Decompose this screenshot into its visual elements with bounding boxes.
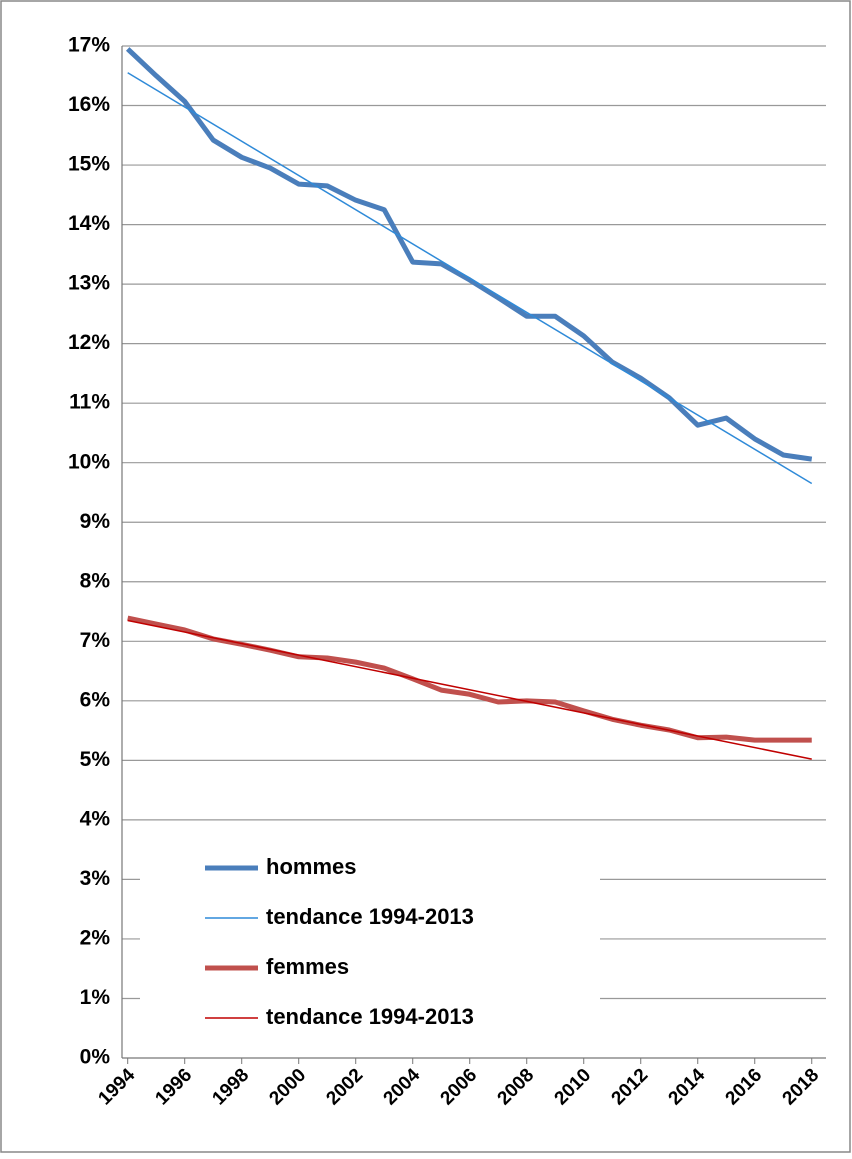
legend-label: hommes <box>266 854 356 879</box>
legend-background <box>140 843 600 1043</box>
series-line <box>127 72 813 485</box>
y-tick-label: 2% <box>80 926 111 949</box>
y-tick-label: 9% <box>80 510 111 533</box>
y-tick-label: 1% <box>80 986 111 1009</box>
y-tick-label: 6% <box>80 688 111 711</box>
y-tick-label: 14% <box>68 212 110 235</box>
y-tick-label: 11% <box>69 391 110 414</box>
y-tick-label: 16% <box>68 93 110 116</box>
y-tick-label: 17% <box>68 34 110 57</box>
series-line <box>127 619 812 760</box>
y-tick-label: 0% <box>80 1046 111 1069</box>
y-tick-label: 10% <box>68 450 110 473</box>
y-tick-label: 3% <box>80 867 111 890</box>
legend-label: femmes <box>266 954 349 979</box>
y-tick-label: 12% <box>68 331 110 354</box>
legend-label: tendance 1994-2013 <box>266 904 474 929</box>
y-tick-label: 4% <box>80 807 111 830</box>
y-tick-label: 13% <box>68 272 110 295</box>
y-tick-label: 8% <box>80 569 111 592</box>
y-tick-label: 15% <box>68 153 110 176</box>
legend-label: tendance 1994-2013 <box>266 1004 474 1029</box>
y-tick-label: 5% <box>80 748 111 771</box>
y-tick-label: 7% <box>80 629 111 652</box>
series-line <box>125 47 813 462</box>
